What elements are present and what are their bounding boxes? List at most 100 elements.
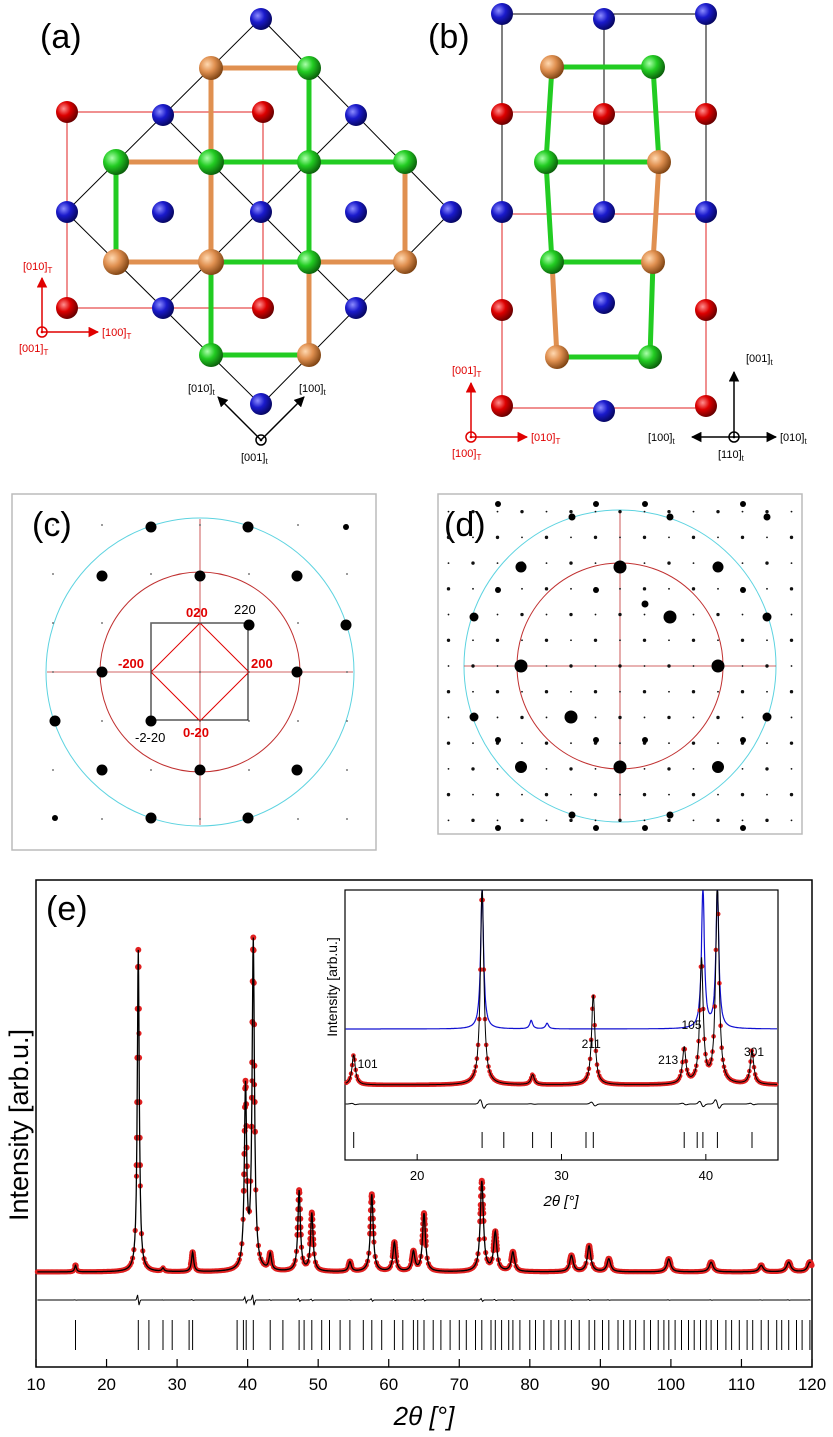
- diffraction-spot: [740, 737, 746, 743]
- minor-spot: [199, 818, 201, 820]
- minor-spot: [248, 573, 250, 575]
- axis-y-label: [010]: [23, 261, 47, 273]
- minor-spot: [691, 792, 696, 797]
- minor-spot: [667, 715, 671, 720]
- minor-spot: [447, 819, 450, 822]
- minor-spot: [691, 587, 696, 591]
- minor-spot: [594, 768, 597, 770]
- blue-atom: [345, 297, 367, 319]
- minor-spot: [668, 639, 670, 642]
- minor-spot: [594, 665, 597, 667]
- panel-a-bonds: [113, 65, 408, 358]
- minor-spot: [618, 715, 622, 720]
- orange-atom: [297, 343, 321, 367]
- minor-spot: [248, 769, 250, 771]
- minor-spot: [716, 612, 720, 617]
- minor-spot: [618, 818, 622, 823]
- red-atom: [695, 103, 717, 125]
- minor-spot: [668, 690, 670, 693]
- green-atom: [103, 149, 129, 175]
- svg-text:[110]t: [110]t: [718, 449, 745, 463]
- red-atom: [491, 299, 513, 321]
- diffraction-spot: [762, 712, 772, 722]
- minor-spot: [496, 665, 499, 667]
- blue-atom: [250, 201, 272, 223]
- inset-pattern: 20 30 40 101 211 213 105 301: [344, 890, 779, 1183]
- red-atom: [491, 103, 513, 125]
- index-label-m2m20: -2-20: [135, 730, 165, 745]
- blue-atom: [593, 8, 615, 30]
- panel-b-axes-T: [001]T [010]T [100]T: [452, 365, 560, 462]
- minor-spot: [472, 639, 474, 642]
- minor-spot: [717, 793, 719, 796]
- index-label-200: 200: [251, 656, 273, 671]
- minor-spot: [667, 561, 671, 565]
- minor-spot: [297, 524, 299, 526]
- minor-spot: [471, 818, 475, 823]
- axis-negx-label: [100]: [648, 432, 672, 444]
- minor-spot: [741, 819, 744, 822]
- minor-spot: [520, 715, 524, 720]
- inset-hkl-label: 213: [658, 1053, 678, 1067]
- green-atom: [198, 149, 224, 175]
- x-tick-label: 20: [97, 1375, 116, 1394]
- difference-curve: [37, 1294, 811, 1306]
- minor-spot: [569, 612, 573, 617]
- green-atom: [297, 250, 321, 274]
- diffraction-spot: [740, 825, 746, 831]
- minor-spot: [496, 562, 499, 564]
- minor-spot: [765, 767, 769, 771]
- diffraction-spot: [740, 501, 746, 507]
- green-atom: [641, 55, 665, 79]
- blue-atom: [152, 104, 174, 126]
- minor-spot: [496, 768, 499, 770]
- diffraction-spot: [762, 612, 772, 622]
- minor-spot: [643, 613, 646, 616]
- minor-spot: [545, 819, 548, 822]
- minor-spot: [716, 509, 720, 514]
- minor-spot: [545, 768, 548, 770]
- panel-e-label: (e): [46, 890, 88, 928]
- minor-spot: [472, 536, 474, 539]
- inset-hkl-label: 211: [582, 1037, 601, 1051]
- minor-spot: [496, 716, 499, 719]
- orange-atom: [103, 249, 129, 275]
- svg-text:[010]t: [010]t: [780, 432, 807, 446]
- x-tick-label: 70: [450, 1375, 469, 1394]
- minor-spot: [741, 510, 744, 513]
- diffraction-spot: [711, 659, 725, 673]
- green-atom: [540, 250, 564, 274]
- diffraction-spot: [495, 587, 501, 593]
- minor-spot: [741, 716, 744, 719]
- minor-spot: [692, 716, 695, 719]
- diffraction-spot: [145, 812, 157, 824]
- diffraction-spot: [763, 513, 771, 521]
- minor-spot: [668, 793, 670, 796]
- svg-text:[010]T: [010]T: [23, 261, 52, 275]
- axis-z-label: [100]: [452, 448, 476, 460]
- x-tick-label: 60: [379, 1375, 398, 1394]
- diffraction-spot: [469, 612, 479, 622]
- minor-spot: [569, 767, 573, 771]
- minor-spot: [346, 671, 348, 673]
- x-tick-label: 30: [168, 1375, 187, 1394]
- minor-spot: [150, 573, 152, 575]
- panel-e: (e) 10 20 30 40 50 60 70 80 90 100 110 120 Intensit…: [4, 879, 826, 1431]
- orange-atom: [641, 250, 665, 274]
- minor-spot: [691, 741, 696, 745]
- minor-spot: [619, 690, 621, 693]
- orange-atom: [199, 56, 223, 80]
- minor-spot: [790, 562, 793, 564]
- index-label-m200: -200: [118, 656, 144, 671]
- minor-spot: [447, 716, 450, 719]
- minor-spot: [717, 587, 719, 590]
- svg-text:[100]T: [100]T: [452, 448, 481, 462]
- observed-point: [808, 1262, 815, 1269]
- diffraction-spot: [641, 600, 649, 608]
- minor-spot: [52, 769, 54, 771]
- minor-spot: [790, 716, 793, 719]
- panel-a: (a): [19, 8, 462, 466]
- minor-spot: [544, 690, 549, 694]
- minor-spot: [544, 638, 549, 642]
- panel-d: (d): [437, 493, 803, 835]
